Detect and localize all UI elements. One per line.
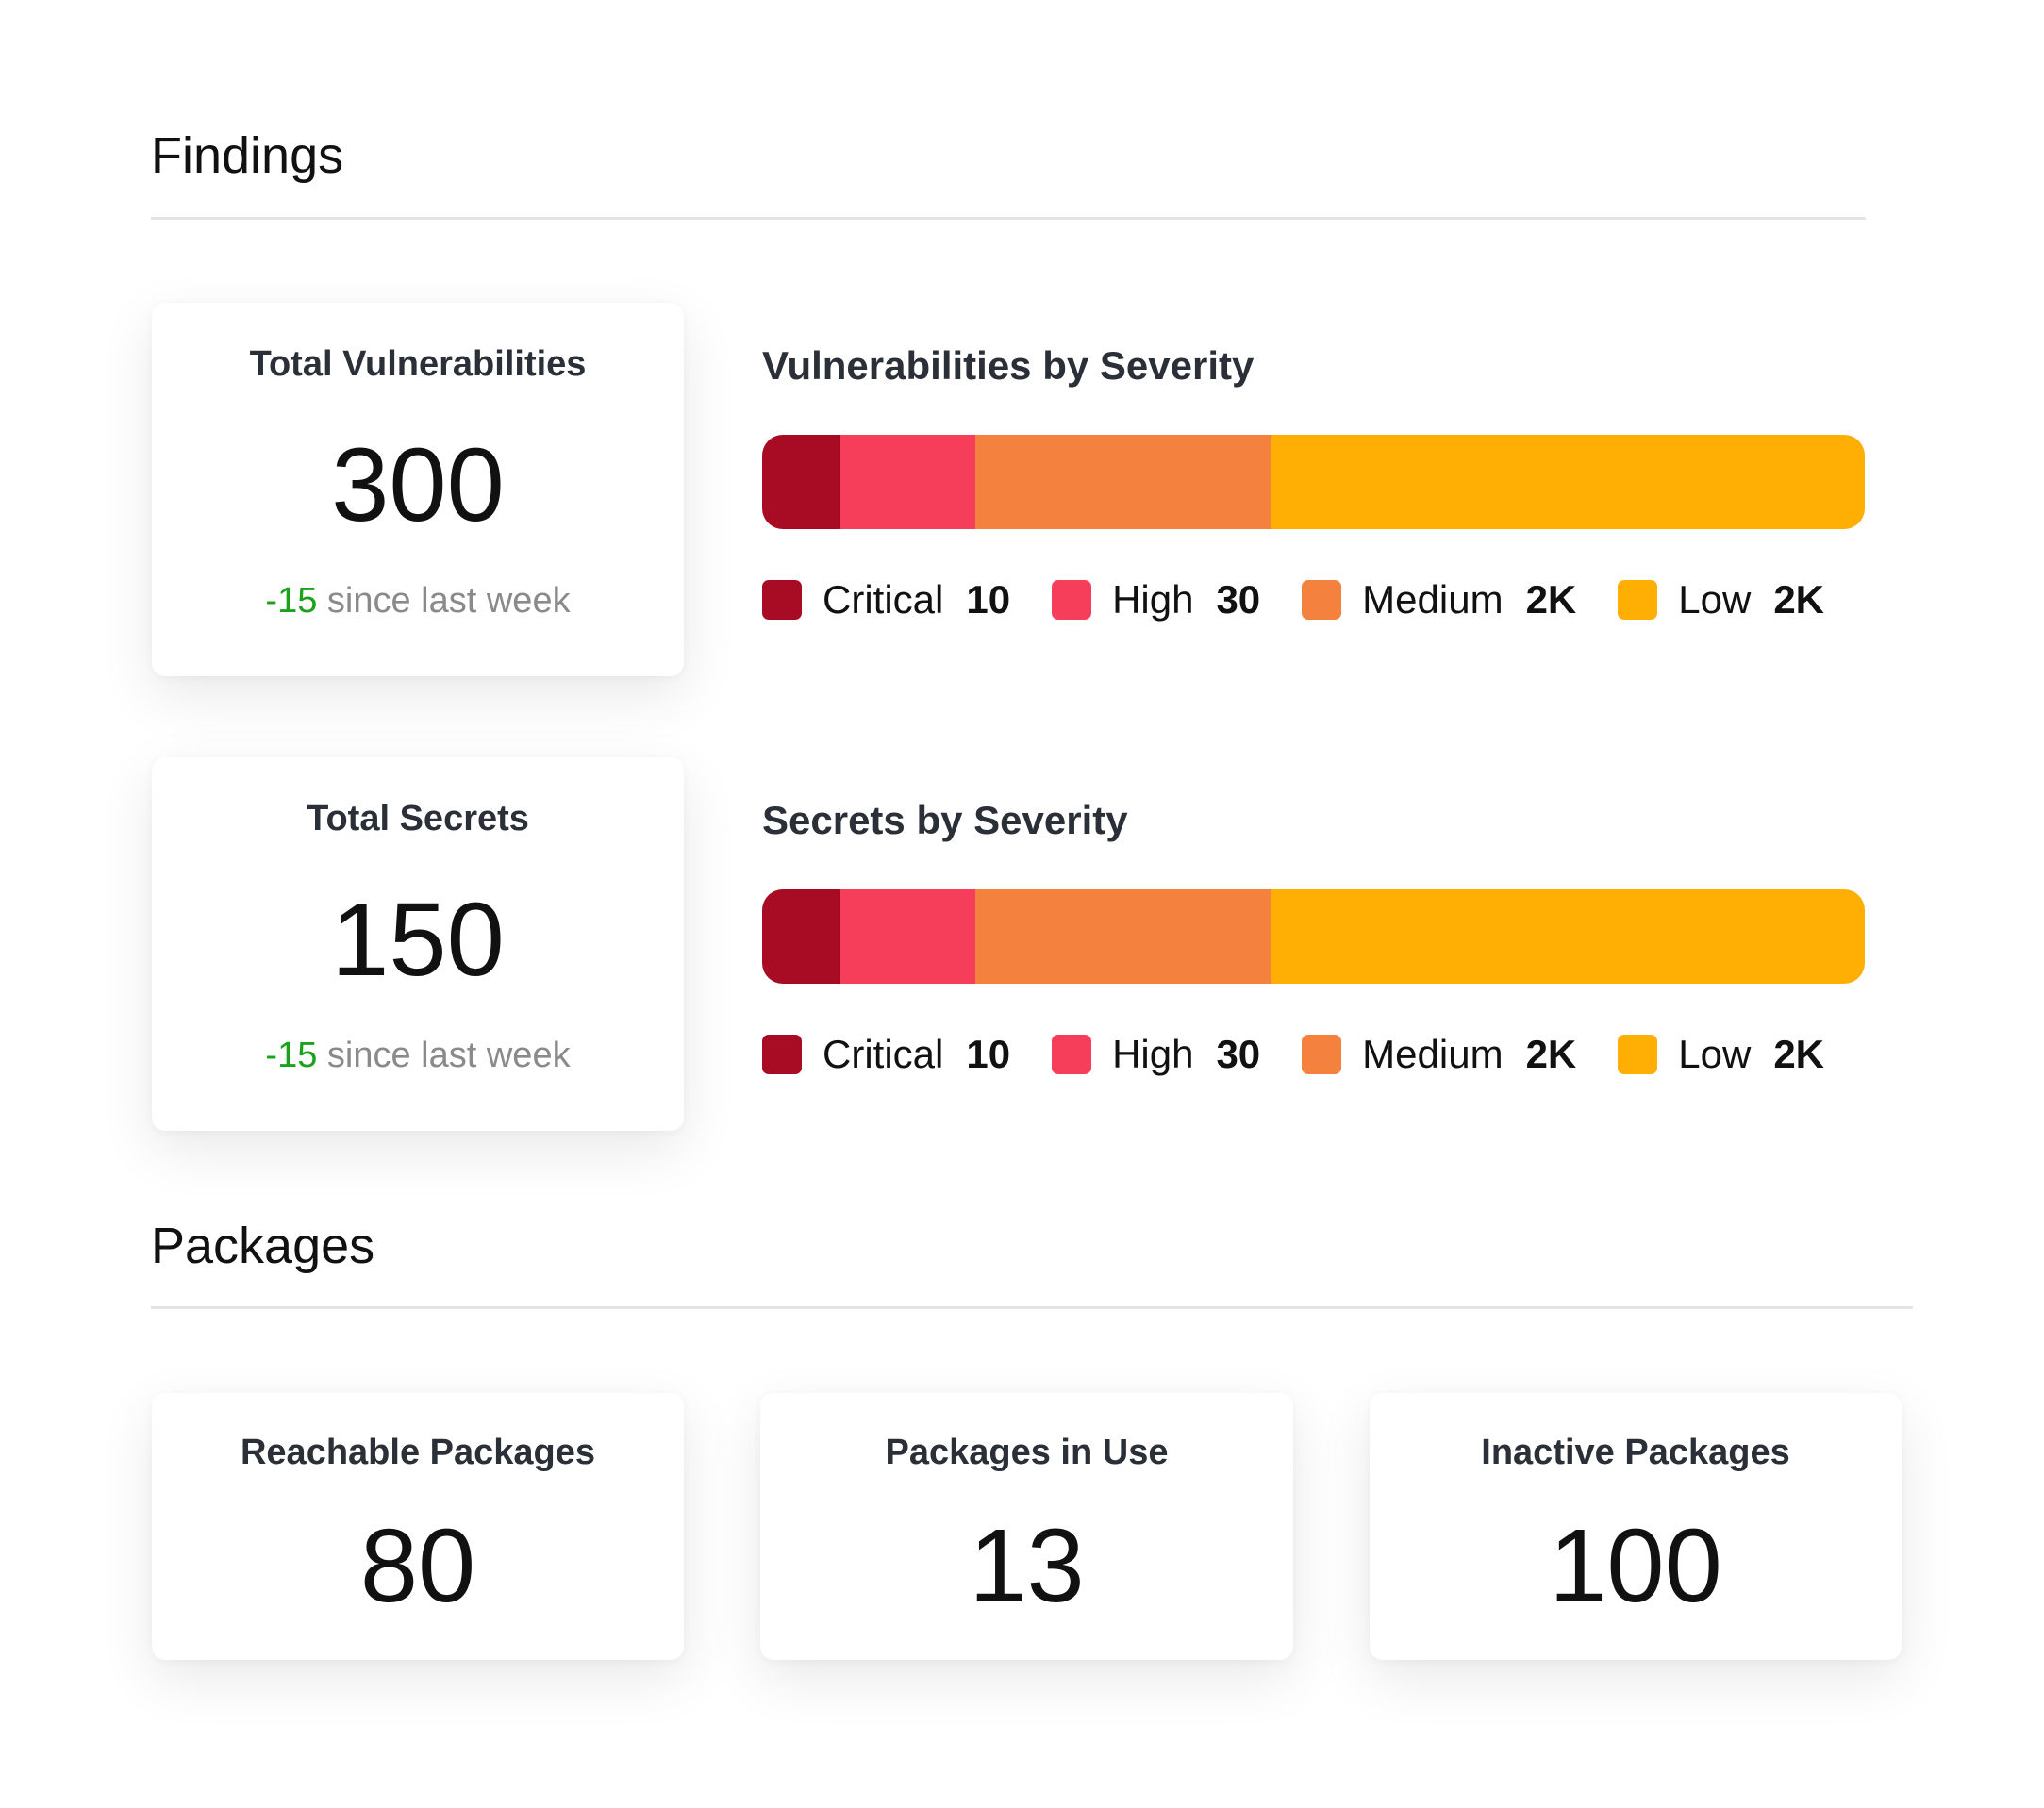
card-value: 100 <box>1549 1508 1722 1624</box>
bar-segment-critical <box>762 435 840 529</box>
vulnerabilities-legend: Critical 10 High 30 Medium 2K Low 2K <box>762 577 1866 622</box>
legend-item-critical: Critical 10 <box>762 577 1010 622</box>
legend-label: Medium <box>1362 1032 1504 1076</box>
reachable-packages-card: Reachable Packages 80 <box>152 1393 684 1660</box>
card-value: 300 <box>331 427 505 543</box>
legend-swatch <box>762 580 802 620</box>
packages-heading: Packages <box>151 1218 375 1274</box>
vulnerabilities-severity-bar <box>762 435 1865 529</box>
legend-item-low: Low 2K <box>1618 1032 1824 1077</box>
legend-swatch <box>1052 580 1092 620</box>
vulnerabilities-chart-title: Vulnerabilities by Severity <box>762 343 1255 388</box>
packages-divider <box>151 1306 1913 1309</box>
legend-label: High <box>1112 1032 1194 1076</box>
legend-value: 30 <box>1216 1032 1261 1076</box>
card-value: 150 <box>331 882 505 998</box>
legend-swatch <box>762 1035 802 1074</box>
card-title: Reachable Packages <box>240 1433 595 1472</box>
legend-value: 30 <box>1216 577 1261 622</box>
card-value: 13 <box>969 1508 1085 1624</box>
legend-item-low: Low 2K <box>1618 577 1824 622</box>
legend-swatch <box>1618 580 1658 620</box>
bar-segment-medium <box>974 435 1272 529</box>
secrets-chart-title: Secrets by Severity <box>762 798 1128 842</box>
legend-item-medium: Medium 2K <box>1302 1032 1576 1077</box>
legend-label: Low <box>1678 577 1752 622</box>
legend-swatch <box>1052 1035 1092 1074</box>
bar-segment-medium <box>974 889 1272 984</box>
legend-value: 2K <box>1525 1032 1577 1076</box>
card-title: Total Secrets <box>307 799 529 838</box>
legend-value: 10 <box>966 1032 1011 1076</box>
legend-value: 10 <box>966 577 1011 622</box>
legend-label: Critical <box>823 1032 944 1076</box>
legend-label: Medium <box>1362 577 1504 622</box>
legend-value: 2K <box>1773 1032 1825 1076</box>
secrets-severity-bar <box>762 889 1865 984</box>
findings-heading: Findings <box>151 127 344 184</box>
bar-segment-critical <box>762 889 840 984</box>
packages-in-use-card: Packages in Use 13 <box>760 1393 1293 1660</box>
legend-swatch <box>1302 580 1342 620</box>
legend-item-critical: Critical 10 <box>762 1032 1010 1077</box>
card-title: Packages in Use <box>885 1433 1169 1472</box>
delta-value: -15 <box>265 581 318 621</box>
bar-segment-high <box>839 889 975 984</box>
legend-swatch <box>1302 1035 1342 1074</box>
card-title: Total Vulnerabilities <box>249 344 587 384</box>
bar-segment-low <box>1271 435 1865 529</box>
card-delta: -15 since last week <box>152 1036 684 1076</box>
legend-item-high: High 30 <box>1052 1032 1260 1077</box>
inactive-packages-card: Inactive Packages 100 <box>1370 1393 1902 1660</box>
legend-value: 2K <box>1773 577 1825 622</box>
bar-segment-high <box>839 435 975 529</box>
legend-value: 2K <box>1525 577 1577 622</box>
total-vulnerabilities-card: Total Vulnerabilities 300 -15 since last… <box>152 303 684 676</box>
findings-divider <box>151 217 1866 220</box>
legend-swatch <box>1618 1035 1658 1074</box>
delta-label: since last week <box>326 581 571 621</box>
delta-value: -15 <box>265 1036 318 1075</box>
total-secrets-card: Total Secrets 150 -15 since last week <box>152 757 684 1131</box>
bar-segment-low <box>1271 889 1865 984</box>
legend-item-high: High 30 <box>1052 577 1260 622</box>
card-delta: -15 since last week <box>152 581 684 622</box>
legend-label: Low <box>1678 1032 1752 1076</box>
legend-item-medium: Medium 2K <box>1302 577 1576 622</box>
delta-label: since last week <box>326 1036 571 1075</box>
card-title: Inactive Packages <box>1481 1433 1790 1472</box>
legend-label: Critical <box>823 577 944 622</box>
legend-label: High <box>1112 577 1194 622</box>
card-value: 80 <box>359 1508 476 1624</box>
secrets-legend: Critical 10 High 30 Medium 2K Low 2K <box>762 1032 1866 1077</box>
